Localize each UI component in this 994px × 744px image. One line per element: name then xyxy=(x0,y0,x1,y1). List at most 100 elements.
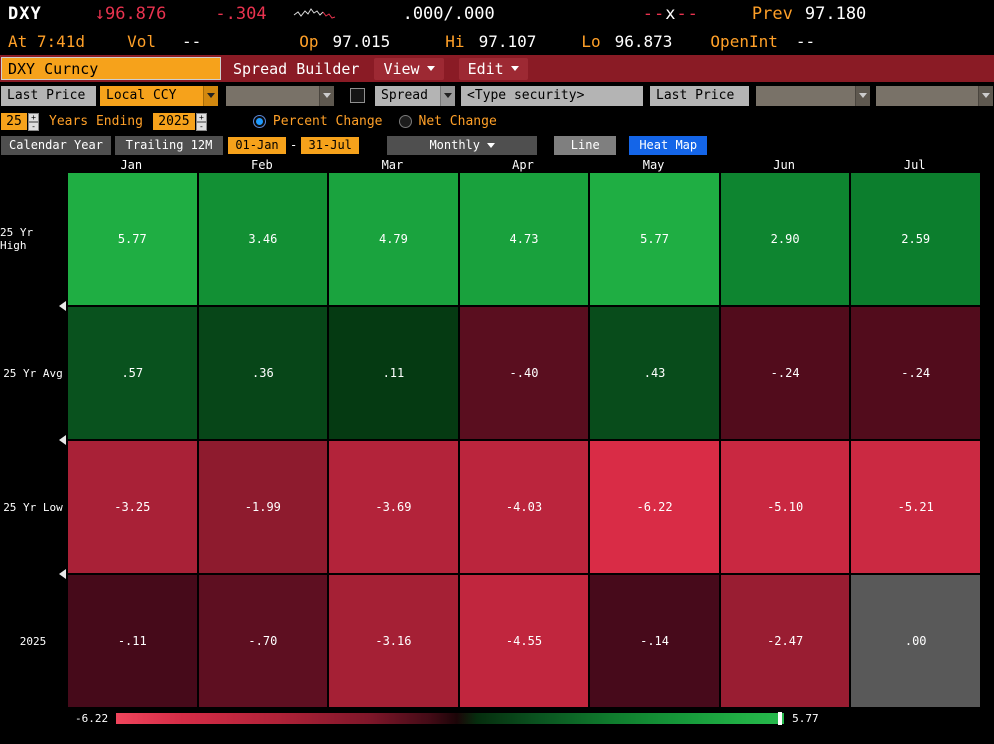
chevron-down-icon xyxy=(510,66,519,71)
heatmap-cell: -3.25 xyxy=(68,441,197,573)
currency-dropdown[interactable]: Local CCY xyxy=(100,85,218,106)
down-arrow-icon: ↓ xyxy=(94,4,105,24)
view-menu-label: View xyxy=(383,59,420,78)
size-cross: x xyxy=(665,4,677,24)
radio-selected-dot-icon xyxy=(255,118,263,125)
quote-time: At 7:41d xyxy=(8,32,86,51)
spread-dropdown[interactable]: Spread xyxy=(375,85,455,106)
row-divider-marker-icon xyxy=(59,301,66,311)
heatmap-cell: 4.79 xyxy=(329,173,458,305)
heatmap-cell: -5.21 xyxy=(851,441,980,573)
heatmap-cell: -.11 xyxy=(68,575,197,707)
heatmap-grid: 25 Yr High 5.77 3.46 4.79 4.73 5.77 2.90 2.59 25… xyxy=(0,173,994,707)
chevron-down-icon xyxy=(440,85,455,106)
quote-header-line2: At 7:41d Vol -- Op 97.015 Hi 97.107 Lo 9… xyxy=(0,28,994,55)
heatmap-cell: -.70 xyxy=(198,575,328,707)
open-interest-value: -- xyxy=(795,32,816,51)
heatmap-cell: .11 xyxy=(329,307,458,439)
percent-change-radio[interactable] xyxy=(252,115,266,128)
ticker-symbol: DXY xyxy=(8,4,42,24)
decrement-icon[interactable]: - xyxy=(28,121,39,131)
start-date-input[interactable]: 01-Jan xyxy=(228,136,286,154)
edit-menu-label: Edit xyxy=(467,59,504,78)
chevron-down-icon xyxy=(319,85,334,106)
heatmap-cell: -.40 xyxy=(459,307,589,439)
increment-icon[interactable]: + xyxy=(195,112,207,122)
high-value: 97.107 xyxy=(478,32,537,51)
chevron-down-icon xyxy=(978,85,993,106)
heatmap-legend: -6.22 5.77 xyxy=(0,712,994,725)
type-security-input[interactable]: <Type security> xyxy=(461,85,643,106)
empty-dropdown-3[interactable] xyxy=(876,85,993,106)
heatmap-cell: -.24 xyxy=(851,307,980,439)
heatmap-cell: -4.03 xyxy=(459,441,589,573)
open-value: 97.015 xyxy=(332,32,391,51)
column-header-feb: Feb xyxy=(251,158,273,172)
end-date-input[interactable]: 31-Jul xyxy=(301,136,360,154)
years-input[interactable]: 25 xyxy=(1,113,27,130)
last-price-value: 96.876 xyxy=(104,4,167,24)
end-year-input[interactable]: 2025 xyxy=(152,113,195,130)
prev-value: 97.180 xyxy=(804,4,867,24)
net-change-radio[interactable] xyxy=(398,115,412,128)
net-change-label: Net Change xyxy=(418,114,497,129)
heatmap-cell: -2.47 xyxy=(720,575,850,707)
heatmap-cell: .36 xyxy=(198,307,328,439)
chevron-down-icon xyxy=(203,85,218,106)
bid-size: -- xyxy=(642,4,666,24)
heatmap-cell: .43 xyxy=(590,307,719,439)
spread-value: Spread xyxy=(381,88,428,103)
heatmap-cell: -5.10 xyxy=(720,441,850,573)
heatmap-row-label: 25 Yr High xyxy=(0,173,66,305)
quote-header-line1: DXY ↓96.876 -.304 .000/.000 --x-- Prev 97… xyxy=(0,0,994,28)
function-toolbar: DXY Curncy Spread Builder View Edit xyxy=(0,55,994,82)
prev-label: Prev xyxy=(751,4,793,24)
price-change: -.304 xyxy=(215,4,267,24)
line-tab[interactable]: Line xyxy=(554,135,617,155)
column-header-jun: Jun xyxy=(773,158,795,172)
empty-dropdown-2[interactable] xyxy=(756,85,870,106)
bid-ask-size: --x-- xyxy=(643,4,699,24)
price-field-dropdown-1[interactable]: Last Price xyxy=(1,85,96,106)
column-header-may: May xyxy=(642,158,665,172)
heatmap-cell: -.14 xyxy=(590,575,719,707)
trailing-12m-tab[interactable]: Trailing 12M xyxy=(115,135,223,155)
heatmap-row-label: 25 Yr Low xyxy=(0,441,66,573)
legend-gradient-bar xyxy=(116,712,785,725)
volume-value: -- xyxy=(181,32,202,51)
heatmap-column-headers: Jan Feb Mar Apr May Jun Jul xyxy=(0,156,994,173)
heatmap-cell: .00 xyxy=(851,575,980,707)
decrement-icon[interactable]: - xyxy=(195,121,207,131)
security-input[interactable]: DXY Curncy xyxy=(1,57,221,80)
currency-value: Local CCY xyxy=(106,88,177,103)
ask-size: -- xyxy=(676,4,699,24)
spread-builder-button[interactable]: Spread Builder xyxy=(233,59,360,78)
view-menu-button[interactable]: View xyxy=(374,57,444,80)
empty-dropdown-1[interactable] xyxy=(226,85,334,106)
low-value: 96.873 xyxy=(614,32,673,51)
percent-change-label: Percent Change xyxy=(272,114,383,129)
increment-icon[interactable]: + xyxy=(28,112,39,122)
heatmap-cell: -1.99 xyxy=(198,441,328,573)
spread-checkbox[interactable] xyxy=(350,88,365,103)
chevron-down-icon xyxy=(855,85,870,106)
end-year-stepper[interactable]: + - xyxy=(195,112,207,131)
bid-ask: .000/.000 xyxy=(402,4,495,24)
heatmap-cell: -.24 xyxy=(720,307,850,439)
price-field-2-value: Last Price xyxy=(656,88,735,103)
price-field-1-value: Last Price xyxy=(7,88,86,103)
calendar-year-tab[interactable]: Calendar Year xyxy=(1,135,111,155)
heatmap-cell: 5.77 xyxy=(590,173,719,305)
price-field-dropdown-2[interactable]: Last Price xyxy=(650,85,749,106)
heatmap-cell: -4.55 xyxy=(459,575,589,707)
column-header-jul: Jul xyxy=(903,158,926,172)
heatmap-cell: 5.77 xyxy=(68,173,197,305)
row-divider-marker-icon xyxy=(59,569,66,579)
open-interest-label: OpenInt xyxy=(710,32,778,51)
edit-menu-button[interactable]: Edit xyxy=(458,57,528,80)
years-stepper[interactable]: + - xyxy=(28,112,39,131)
heat-map-tab[interactable]: Heat Map xyxy=(629,135,708,155)
intraday-sparkline-icon xyxy=(293,8,335,19)
frequency-dropdown[interactable]: Monthly xyxy=(387,135,538,155)
